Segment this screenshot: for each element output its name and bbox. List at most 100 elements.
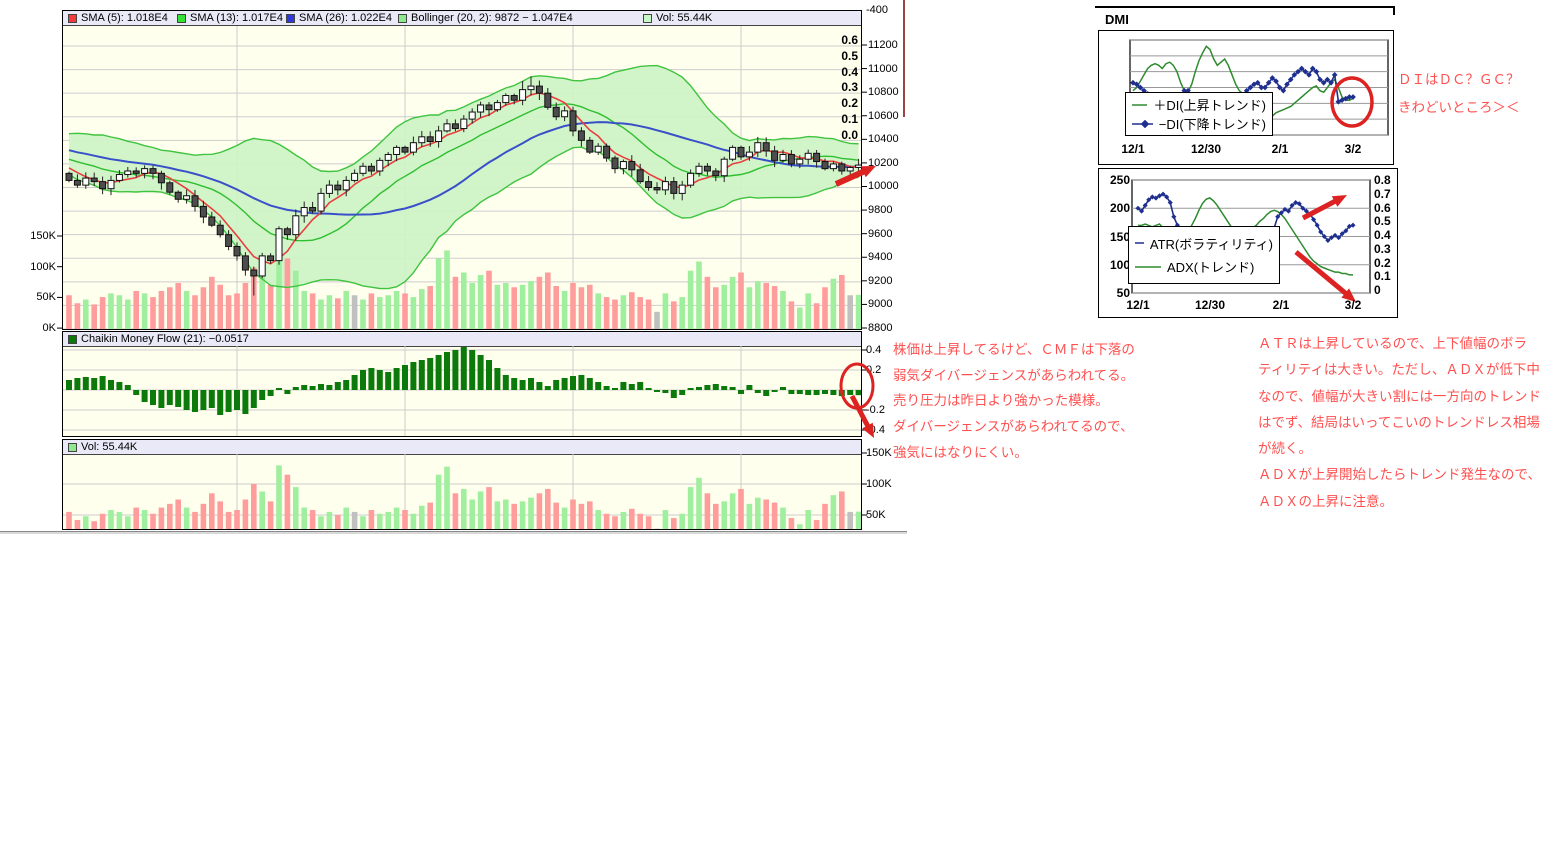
legend-label: Chaikin Money Flow (21): −0.0517	[81, 333, 249, 345]
bollinger-swatch	[398, 13, 407, 23]
legend-item-sma5: SMA (5): 1.018E4	[68, 12, 168, 24]
cmf-swatch	[68, 334, 77, 344]
axis-tick: 9600	[868, 227, 893, 240]
sma13-line	[68, 102, 859, 242]
axis-tick: 0.0	[841, 127, 858, 142]
axis-tick: 0.4	[1374, 228, 1391, 242]
legend-label: ADX(トレンド)	[1167, 260, 1255, 276]
axis-tick: 8800	[868, 321, 893, 334]
axis-tick: 11200	[868, 39, 898, 51]
note-line: 弱気ダイバージェンスがあらわれてる。	[893, 367, 1135, 383]
axis-tick: 50	[1116, 286, 1130, 300]
legend-label: Bollinger (20, 2): 9872 − 1.047E4	[411, 12, 573, 24]
legend-item-vol: Vol: 55.44K	[643, 12, 712, 24]
axis-tick: 0.7	[1374, 186, 1391, 201]
vol-swatch	[643, 13, 652, 23]
adx-line-sample	[1135, 266, 1161, 268]
volume-bars	[66, 249, 861, 329]
axis-tick: 12/30	[1194, 298, 1226, 312]
dmi-note: ＤＩはＤＣ？ＧＣ？ きわどいところ＞＜	[1398, 66, 1520, 122]
volume-left-axis: 150K 100K 50K 0K	[10, 0, 58, 535]
minus-di-line-sample	[1132, 119, 1153, 128]
axis-tick: 0.3	[841, 80, 858, 95]
candles	[65, 76, 861, 296]
cmf-note: 株価は上昇してるけど、ＣＭＦは下落の 弱気ダイバージェンスがあらわれてる。 売り…	[893, 337, 1135, 466]
atr-line-sample	[1135, 239, 1144, 248]
legend-item-cmf: Chaikin Money Flow (21): −0.0517	[68, 333, 249, 345]
legend-item-sma13: SMA (13): 1.017E4	[177, 12, 283, 24]
legend-item-sma26: SMA (26): 1.022E4	[286, 12, 392, 24]
top-border-line	[1095, 6, 1395, 8]
sma26-swatch	[286, 13, 295, 23]
axis-tick: 0.5	[1374, 214, 1391, 229]
cmf-chart	[63, 346, 861, 436]
axis-tick: 0K	[42, 322, 56, 335]
note-line: 株価は上昇してるけど、ＣＭＦは下落の	[893, 342, 1135, 357]
axis-tick: 100K	[866, 478, 892, 490]
legend-label: SMA (13): 1.017E4	[190, 12, 283, 24]
axis-tick: 250	[1109, 173, 1130, 187]
legend-item-bollinger: Bollinger (20, 2): 9872 − 1.047E4	[398, 12, 573, 24]
volpanel-swatch	[68, 442, 77, 452]
axis-tick: 10600	[868, 109, 899, 122]
cmf-bars	[66, 347, 861, 415]
axis-tick: 3/2	[1344, 298, 1362, 312]
note-line: きわどいところ＞＜	[1398, 100, 1520, 115]
atr-left-axis: 250 200 150 100 50	[1098, 168, 1398, 318]
axis-tick: 0.8	[1374, 173, 1391, 187]
note-line: ＡＤＸの上昇に注意。	[1258, 493, 1393, 509]
atr-right-axis: 0.8 0.7 0.6 0.5 0.4 0.3 0.2 0.1 0	[1098, 168, 1398, 318]
axis-tick: 9200	[868, 274, 893, 287]
axis-tick: 0.2	[1374, 255, 1391, 270]
axis-tick: 0.4	[866, 344, 882, 356]
bottom-divider	[0, 531, 907, 534]
atr-legend-atr: ATR(ボラティリティ)	[1135, 234, 1273, 253]
note-line: ＡＤＸが上昇開始したらトレンド発生なので、	[1258, 467, 1541, 483]
dmi-x-axis: 12/1 12/30 2/1 3/2	[1098, 30, 1394, 165]
axis-tick: 3/2	[1344, 142, 1362, 156]
dmi-legend: ＋DI(上昇トレンド) −DI(下降トレンド)	[1125, 92, 1273, 136]
axis-tick: 10000	[868, 180, 899, 193]
note-line: ダイバージェンスがあらわれてるので、	[893, 419, 1134, 435]
legend-label: SMA (5): 1.018E4	[81, 12, 168, 24]
red-arrows	[1294, 195, 1356, 302]
note-line: ＤＩはＤＣ？ＧＣ？	[1398, 72, 1520, 87]
axis-tick: 150K	[30, 230, 56, 242]
cmf-legend-strip: Chaikin Money Flow (21): −0.0517	[63, 332, 861, 347]
axis-tick: 12/1	[1121, 142, 1145, 156]
dmi-title: DMI	[1105, 12, 1129, 27]
sma5-swatch	[68, 13, 77, 23]
note-line: ＡＴＲは上昇しているので、上下値幅のボラ	[1258, 336, 1528, 351]
legend-label: Vol: 55.44K	[81, 441, 138, 453]
note-line: 強気にはなりにくい。	[893, 444, 1028, 460]
axis-tick: 200	[1109, 201, 1130, 216]
axis-tick: 50K	[36, 291, 56, 304]
axis-tick: 50K	[866, 509, 886, 521]
axis-tick: 0.1	[841, 112, 858, 127]
legend-item-volpanel: Vol: 55.44K	[68, 441, 137, 453]
sma13-swatch	[177, 13, 186, 23]
volume-bars	[66, 465, 861, 529]
atr-note: ＡＴＲは上昇しているので、上下値幅のボラ ティリティは大きい。ただし、ＡＤＸが低…	[1258, 331, 1541, 515]
atr-legend-adx: ADX(トレンド)	[1135, 257, 1273, 276]
note-line: 売り圧力は昨日より強かった模様。	[893, 393, 1109, 409]
axis-tick: 9400	[868, 251, 893, 264]
dmi-legend-minus-di: −DI(下降トレンド)	[1132, 114, 1266, 133]
axis-tick: 12/30	[1190, 142, 1222, 156]
main-legend-strip: SMA (5): 1.018E4 SMA (13): 1.017E4 SMA (…	[63, 11, 861, 26]
axis-tick: 0.1	[1374, 269, 1391, 284]
axis-tick: 2/1	[1272, 298, 1290, 312]
atr-legend: ATR(ボラティリティ) ADX(トレンド)	[1128, 226, 1280, 284]
axis-tick: 10200	[868, 156, 899, 169]
axis-tick: 10800	[868, 86, 899, 99]
price-axis-top-label: -400	[866, 4, 889, 16]
axis-tick: 0.2	[841, 96, 858, 111]
axis-tick: 0.5	[841, 48, 858, 63]
axis-tick: 100K	[30, 260, 56, 273]
main-price-chart	[63, 26, 861, 329]
legend-label: −DI(下降トレンド)	[1158, 117, 1266, 132]
axis-tick: 9800	[868, 204, 893, 217]
plus-di-line-sample	[1132, 103, 1148, 106]
legend-label: ATR(ボラティリティ)	[1149, 236, 1273, 252]
